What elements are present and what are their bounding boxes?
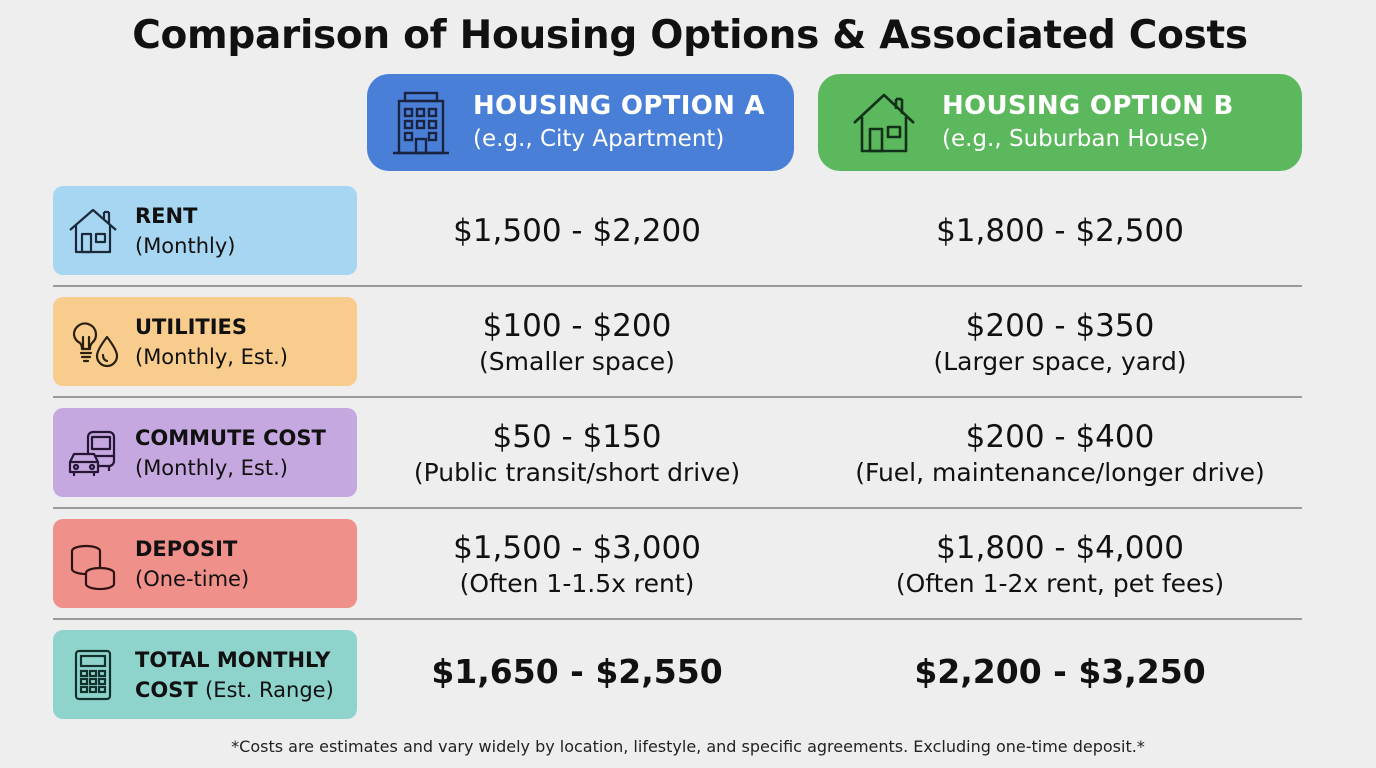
cell-rent-a: $1,500 - $2,200: [367, 176, 787, 286]
row-divider: [53, 618, 1302, 620]
cell-note: (Smaller space): [479, 346, 675, 376]
cell-note: (Larger space, yard): [933, 346, 1187, 376]
cell-value: $200 - $400: [965, 418, 1155, 455]
cell-deposit-a: $1,500 - $3,000 (Often 1-1.5x rent): [367, 509, 787, 619]
option-a-subtitle: (e.g., City Apartment): [473, 125, 725, 152]
cell-value: $1,500 - $2,200: [453, 213, 701, 249]
row-label-title-2: COST: [135, 677, 198, 702]
cell-value: $1,650 - $2,550: [431, 652, 723, 691]
cell-value: $1,800 - $4,000: [936, 529, 1184, 566]
row-divider: [53, 507, 1302, 509]
cell-rent-b: $1,800 - $2,500: [818, 176, 1302, 286]
row-label-utilities: UTILITIES (Monthly, Est.): [53, 297, 357, 386]
row-label-title: UTILITIES: [135, 314, 247, 339]
row-label-title: DEPOSIT: [135, 536, 238, 561]
row-label-rent: RENT (Monthly): [53, 186, 357, 275]
row-label-sub: (One-time): [135, 566, 250, 591]
option-b-subtitle: (e.g., Suburban House): [942, 125, 1209, 152]
cell-value: $2,200 - $3,250: [914, 652, 1206, 691]
row-label-sub: (Monthly): [135, 233, 236, 258]
row-label-total: TOTAL MONTHLY COST (Est. Range): [53, 630, 357, 719]
cell-note: (Public transit/short drive): [413, 457, 741, 487]
house-icon: [853, 93, 915, 152]
row-label-sub: (Monthly, Est.): [135, 344, 288, 369]
row-label-commute: COMMUTE COST (Monthly, Est.): [53, 408, 357, 497]
house-outline-icon: [69, 208, 117, 253]
row-label-sub: (Monthly, Est.): [135, 455, 288, 480]
row-divider: [53, 396, 1302, 398]
calculator-icon: [74, 649, 112, 700]
footnote: *Costs are estimates and vary widely by …: [231, 737, 1145, 756]
cell-commute-a: $50 - $150 (Public transit/short drive): [367, 398, 787, 508]
row-label-deposit: DEPOSIT (One-time): [53, 519, 357, 608]
coins-icon: [70, 544, 116, 590]
cell-note: (Fuel, maintenance/longer drive): [855, 457, 1265, 487]
cell-value: $50 - $150: [492, 418, 662, 455]
cell-utilities-b: $200 - $350 (Larger space, yard): [818, 287, 1302, 397]
cell-deposit-b: $1,800 - $4,000 (Often 1-2x rent, pet fe…: [818, 509, 1302, 619]
cell-utilities-a: $100 - $200 (Smaller space): [367, 287, 787, 397]
option-a-header: HOUSING OPTION A (e.g., City Apartment): [367, 74, 794, 171]
page-title: Comparison of Housing Options & Associat…: [132, 13, 1248, 58]
row-label-title: RENT: [135, 203, 198, 228]
option-a-title: HOUSING OPTION A: [473, 90, 765, 121]
option-b-header: HOUSING OPTION B (e.g., Suburban House): [818, 74, 1302, 171]
cell-commute-b: $200 - $400 (Fuel, maintenance/longer dr…: [818, 398, 1302, 508]
car-bus-icon: [68, 430, 116, 476]
cell-note: (Often 1-2x rent, pet fees): [895, 568, 1225, 598]
option-b-title: HOUSING OPTION B: [942, 90, 1234, 121]
cell-value: $1,800 - $2,500: [936, 213, 1184, 249]
row-label-title: TOTAL MONTHLY: [135, 647, 331, 672]
cell-value: $1,500 - $3,000: [453, 529, 701, 566]
lightbulb-water-drop-icon: [72, 321, 119, 367]
cell-total-b: $2,200 - $3,250: [818, 617, 1302, 727]
row-divider: [53, 285, 1302, 287]
cell-value: $200 - $350: [965, 307, 1155, 344]
cell-total-a: $1,650 - $2,550: [367, 617, 787, 727]
row-label-title: COMMUTE COST: [135, 425, 326, 450]
row-label-sub: (Est. Range): [205, 677, 334, 702]
apartment-building-icon: [393, 91, 449, 154]
cell-note: (Often 1-1.5x rent): [459, 568, 695, 598]
cell-value: $100 - $200: [482, 307, 672, 344]
